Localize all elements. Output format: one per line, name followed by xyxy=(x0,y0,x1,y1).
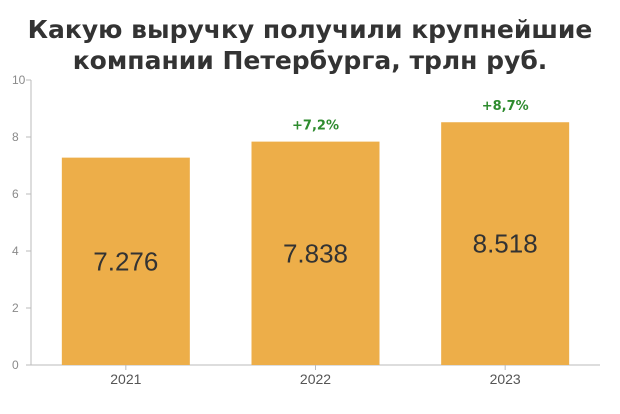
y-tick-label: 2 xyxy=(12,301,19,315)
y-tick-label: 10 xyxy=(12,73,26,87)
bar-2022 xyxy=(251,141,380,365)
y-tick-label: 6 xyxy=(12,187,19,201)
y-tick-label: 4 xyxy=(12,244,19,258)
change-label: +8,7% xyxy=(482,99,529,114)
value-label: 7.838 xyxy=(283,238,348,268)
chart-title: Какую выручку получили крупнейшие компан… xyxy=(0,14,620,76)
y-tick-label: 0 xyxy=(12,358,19,372)
bar-2023 xyxy=(441,122,570,365)
value-label: 7.276 xyxy=(93,246,158,276)
x-tick-label: 2023 xyxy=(490,371,521,387)
bar-2021 xyxy=(61,157,190,365)
change-label: +7,2% xyxy=(292,119,339,134)
x-tick-label: 2022 xyxy=(300,371,331,387)
value-label: 8.518 xyxy=(473,229,538,259)
chart-title-line-1: Какую выручку получили крупнейшие xyxy=(27,15,593,44)
chart-title-line-2: компании Петербурга, трлн руб. xyxy=(72,46,548,75)
x-tick-label: 2021 xyxy=(110,371,141,387)
y-tick-label: 8 xyxy=(12,130,19,144)
